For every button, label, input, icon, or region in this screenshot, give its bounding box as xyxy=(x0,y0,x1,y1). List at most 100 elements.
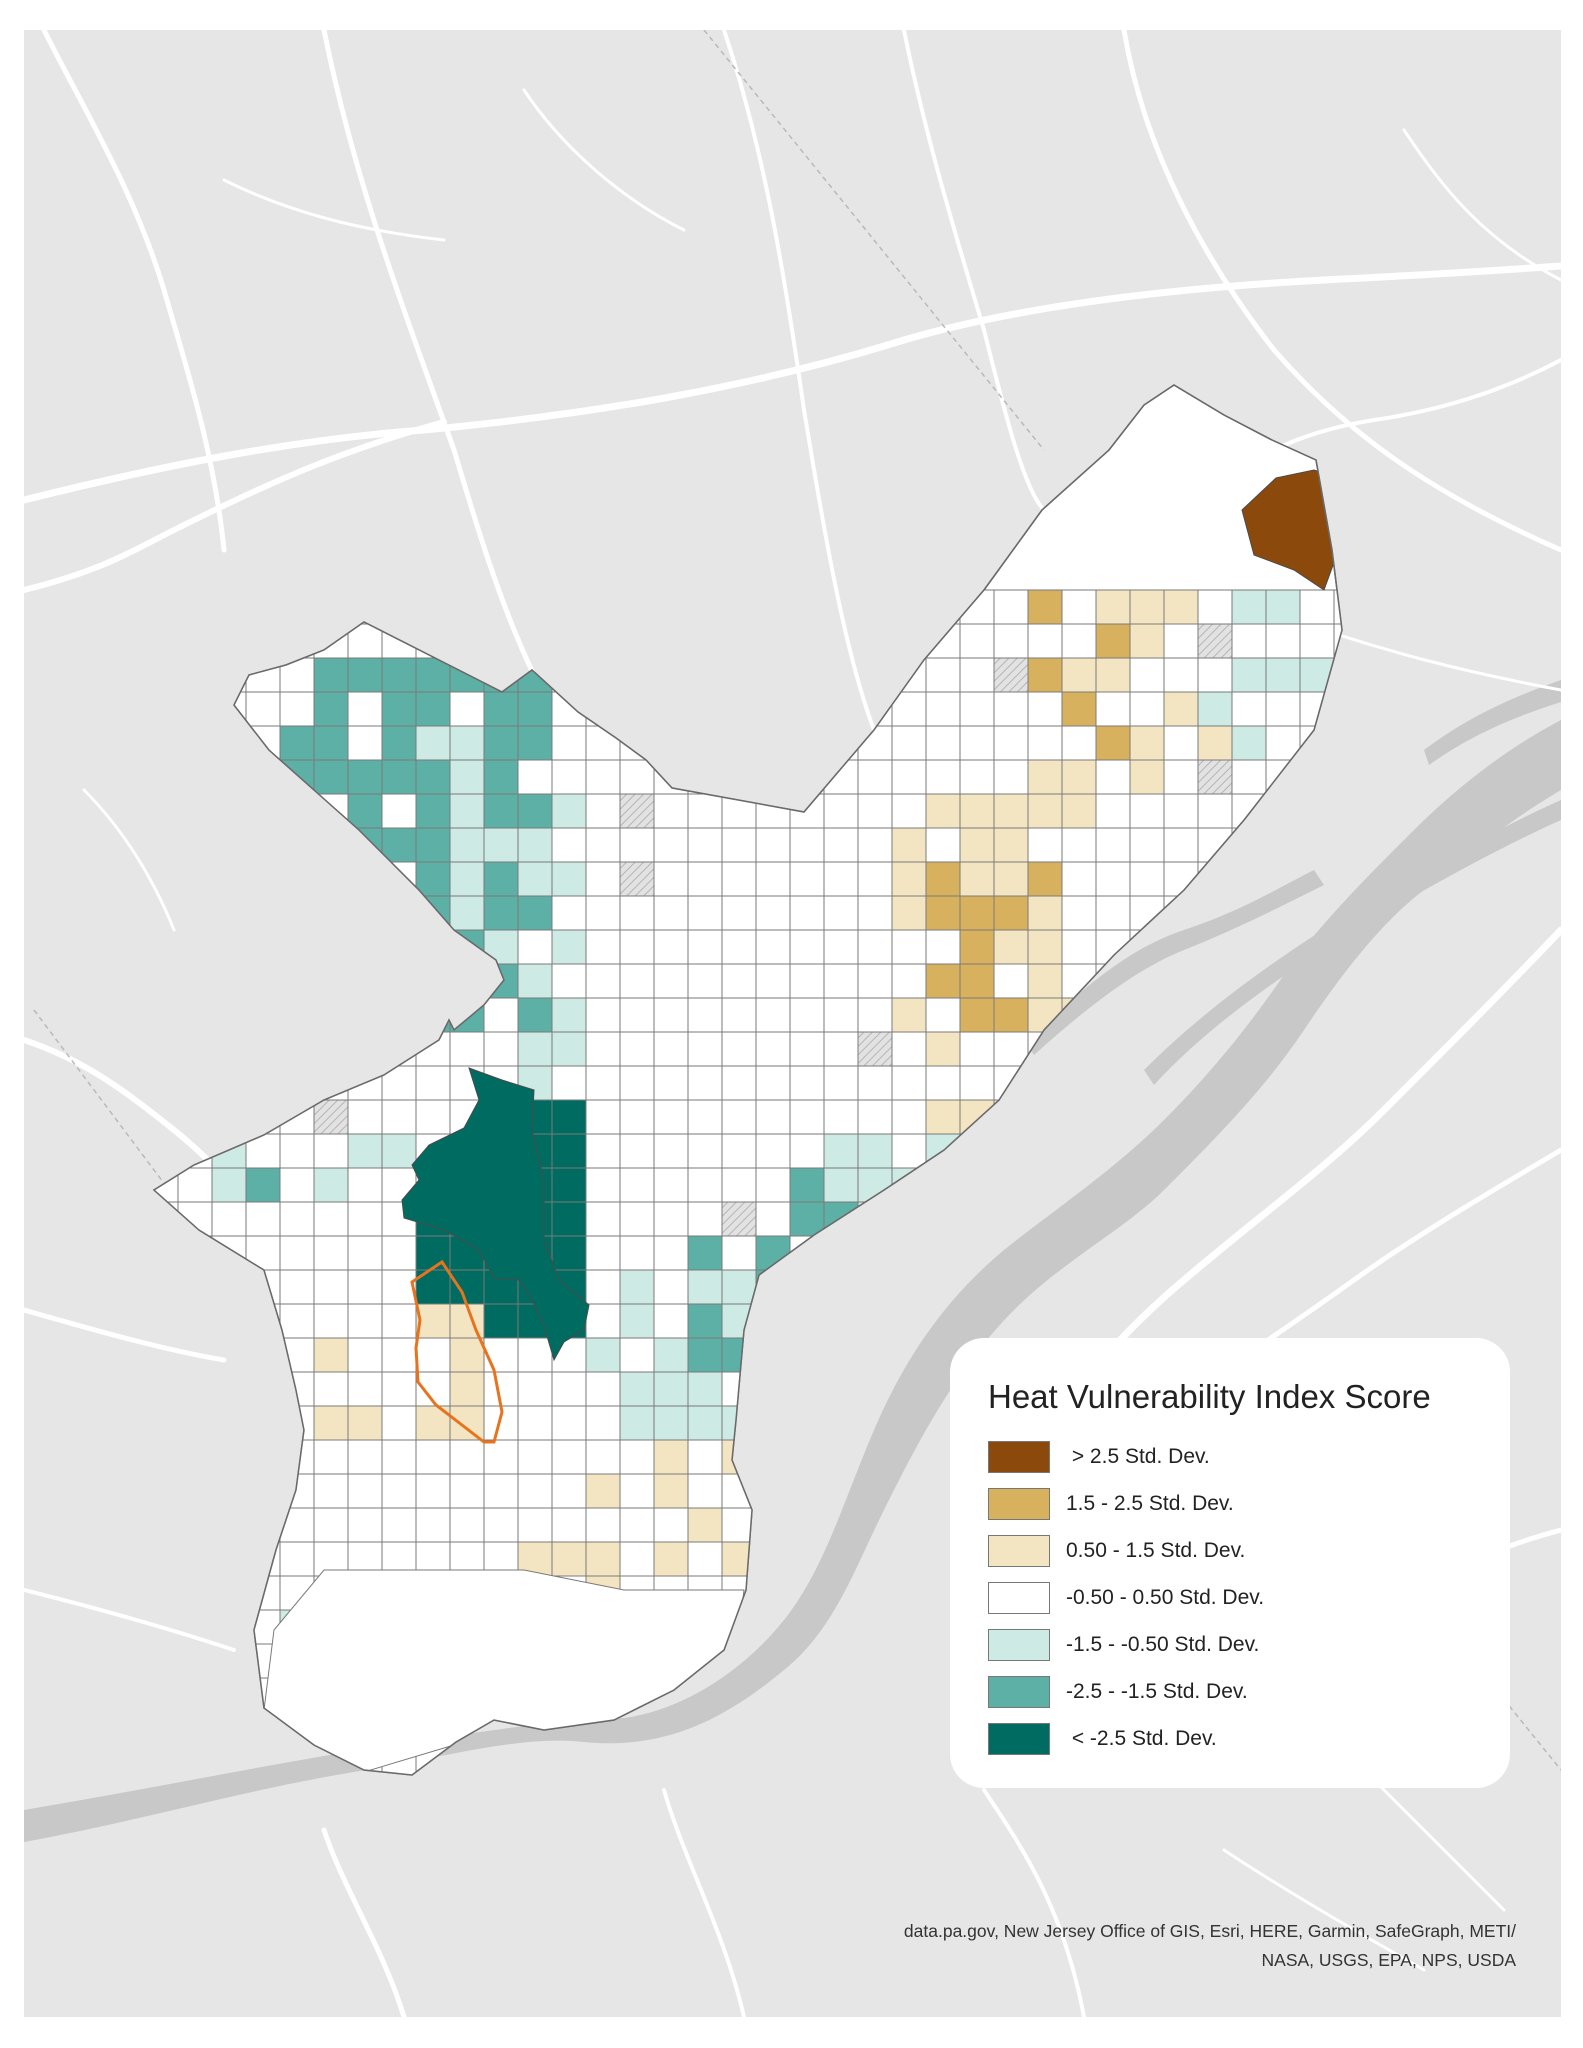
census-tract[interactable] xyxy=(347,1337,383,1373)
census-tract[interactable] xyxy=(925,1065,961,1101)
census-tract[interactable] xyxy=(517,1745,553,1780)
census-tract[interactable] xyxy=(211,1609,247,1645)
census-tract[interactable] xyxy=(144,1507,179,1543)
census-tract[interactable] xyxy=(993,691,1029,727)
census-tract[interactable] xyxy=(1061,589,1097,625)
census-tract[interactable] xyxy=(756,1780,790,1814)
census-tract[interactable] xyxy=(1061,1269,1097,1305)
census-tract[interactable] xyxy=(721,1745,757,1780)
census-tract[interactable] xyxy=(1231,1303,1267,1339)
census-tract[interactable] xyxy=(891,1235,927,1271)
census-tract[interactable] xyxy=(824,1780,858,1814)
census-tract[interactable] xyxy=(551,657,587,693)
census-tract[interactable] xyxy=(619,1507,655,1543)
census-tract[interactable] xyxy=(280,1780,314,1814)
census-tract[interactable] xyxy=(687,725,723,761)
census-tract[interactable] xyxy=(313,1031,349,1067)
census-tract[interactable] xyxy=(279,1133,315,1169)
census-tract[interactable] xyxy=(1333,759,1368,795)
census-tract[interactable] xyxy=(789,1133,825,1169)
census-tract[interactable] xyxy=(211,1133,247,1169)
census-tract[interactable] xyxy=(144,1677,179,1713)
census-tract[interactable] xyxy=(177,793,213,829)
census-tract[interactable] xyxy=(619,1337,655,1373)
census-tract[interactable] xyxy=(857,1235,893,1271)
census-tract[interactable] xyxy=(892,1780,926,1814)
census-tract[interactable] xyxy=(1095,793,1131,829)
census-tract[interactable] xyxy=(925,793,961,829)
census-tract[interactable] xyxy=(823,1099,859,1135)
census-tract[interactable] xyxy=(177,1711,213,1747)
census-tract[interactable] xyxy=(1265,1235,1301,1271)
census-tract[interactable] xyxy=(1197,759,1233,795)
census-tract[interactable] xyxy=(687,1235,723,1271)
census-tract[interactable] xyxy=(857,861,893,897)
census-tract[interactable] xyxy=(211,963,247,999)
census-tract[interactable] xyxy=(381,589,417,625)
census-tract[interactable] xyxy=(619,997,655,1033)
census-tract[interactable] xyxy=(381,1269,417,1305)
census-tract[interactable] xyxy=(279,725,315,761)
census-tract[interactable] xyxy=(211,861,247,897)
census-tract[interactable] xyxy=(585,1541,621,1577)
census-tract[interactable] xyxy=(1163,725,1199,761)
census-tract[interactable] xyxy=(517,759,553,795)
census-tract[interactable] xyxy=(857,1575,893,1611)
census-tract[interactable] xyxy=(993,997,1029,1033)
census-tract[interactable] xyxy=(144,1575,179,1611)
census-tract[interactable] xyxy=(144,691,179,727)
census-tract[interactable] xyxy=(823,691,859,727)
census-tract[interactable] xyxy=(177,1201,213,1237)
census-tract[interactable] xyxy=(177,963,213,999)
census-tract[interactable] xyxy=(313,1303,349,1339)
census-tract[interactable] xyxy=(177,1677,213,1713)
census-tract[interactable] xyxy=(483,759,519,795)
census-tract[interactable] xyxy=(586,1780,620,1814)
census-tract[interactable] xyxy=(993,793,1029,829)
census-tract[interactable] xyxy=(416,1780,450,1814)
census-tract[interactable] xyxy=(415,1439,451,1475)
census-tract[interactable] xyxy=(721,1541,757,1577)
census-tract[interactable] xyxy=(1095,827,1131,863)
census-tract[interactable] xyxy=(1027,793,1063,829)
census-tract[interactable] xyxy=(245,1235,281,1271)
census-tract[interactable] xyxy=(619,691,655,727)
census-tract[interactable] xyxy=(483,929,519,965)
census-tract[interactable] xyxy=(857,929,893,965)
census-tract[interactable] xyxy=(381,1337,417,1373)
census-tract[interactable] xyxy=(211,1405,247,1441)
census-tract[interactable] xyxy=(721,861,757,897)
census-tract[interactable] xyxy=(1197,725,1233,761)
census-tract[interactable] xyxy=(211,1575,247,1611)
census-tract[interactable] xyxy=(1129,759,1165,795)
census-tract[interactable] xyxy=(347,1439,383,1475)
census-tract[interactable] xyxy=(483,725,519,761)
census-tract[interactable] xyxy=(245,1711,281,1747)
census-tract[interactable] xyxy=(1061,861,1097,897)
census-tract[interactable] xyxy=(211,589,247,625)
census-tract[interactable] xyxy=(993,895,1029,931)
census-tract[interactable] xyxy=(551,1473,587,1509)
census-tract[interactable] xyxy=(211,1371,247,1407)
census-tract[interactable] xyxy=(347,1303,383,1339)
census-tract[interactable] xyxy=(211,759,247,795)
census-tract[interactable] xyxy=(1095,1065,1131,1101)
census-tract[interactable] xyxy=(1299,1235,1335,1271)
census-tract[interactable] xyxy=(1333,725,1368,761)
census-tract[interactable] xyxy=(245,1507,281,1543)
census-tract[interactable] xyxy=(415,1031,451,1067)
census-tract[interactable] xyxy=(619,657,655,693)
census-tract[interactable] xyxy=(619,1745,655,1780)
census-tract[interactable] xyxy=(1061,725,1097,761)
census-tract[interactable] xyxy=(993,963,1029,999)
census-tract[interactable] xyxy=(177,1405,213,1441)
census-tract[interactable] xyxy=(755,827,791,863)
census-tract[interactable] xyxy=(619,1235,655,1271)
census-tract[interactable] xyxy=(1163,895,1199,931)
census-tract[interactable] xyxy=(347,861,383,897)
census-tract[interactable] xyxy=(1061,1133,1097,1169)
census-tract[interactable] xyxy=(653,997,689,1033)
census-tract[interactable] xyxy=(1129,997,1165,1033)
census-tract[interactable] xyxy=(857,759,893,795)
census-tract[interactable] xyxy=(619,827,655,863)
